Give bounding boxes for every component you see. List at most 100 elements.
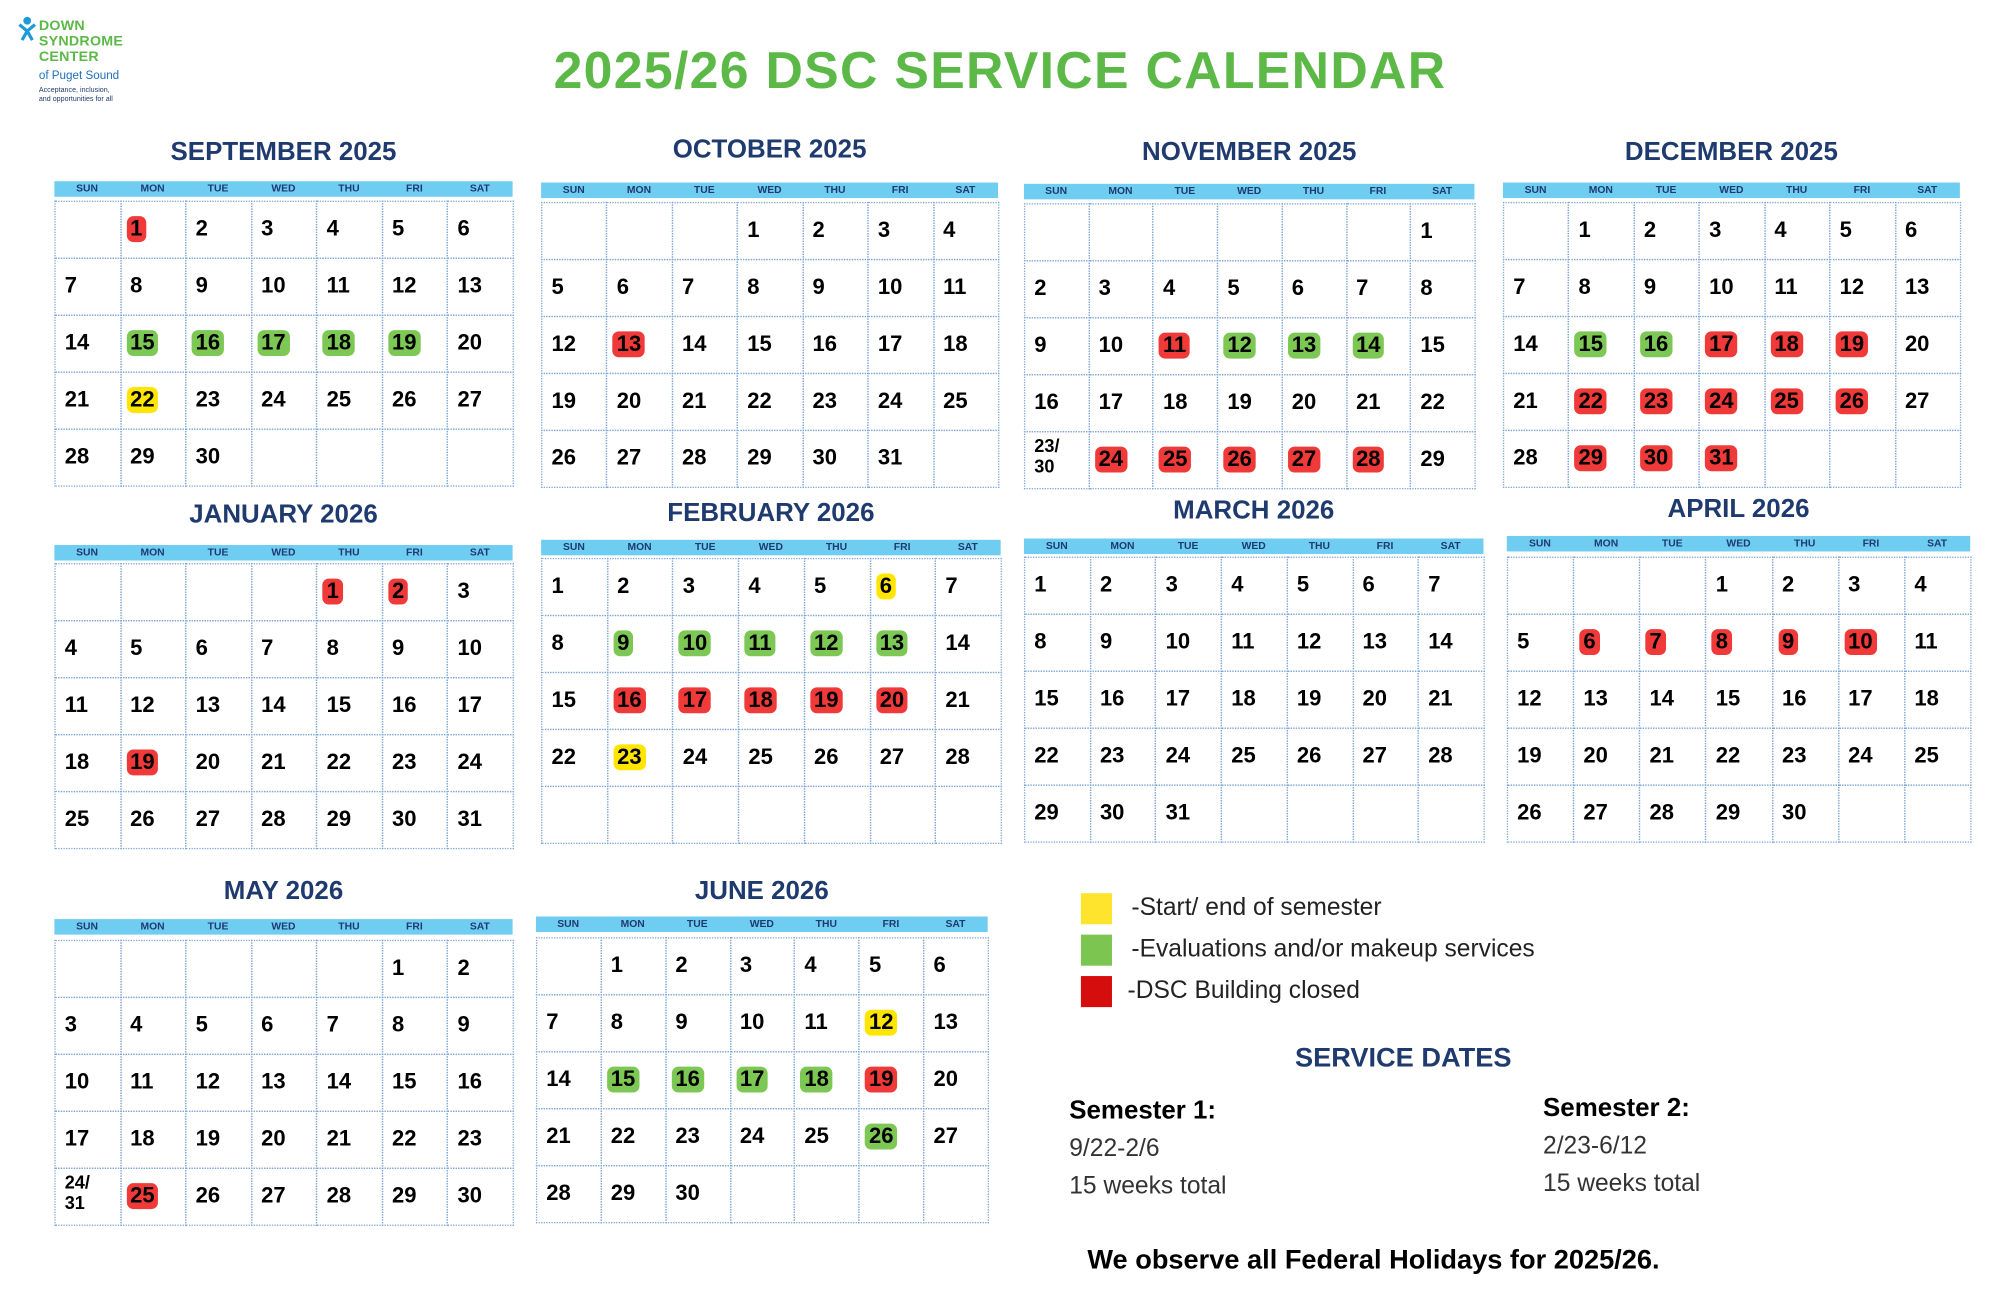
day-number: 22	[610, 1123, 636, 1149]
day-cell: 1	[1705, 556, 1773, 615]
day-cell: 13	[923, 994, 989, 1053]
day-number: 6	[195, 635, 208, 661]
day-cell: 7	[1502, 258, 1570, 318]
weekday-label: SAT	[1432, 185, 1453, 197]
day-number: 1	[610, 952, 624, 978]
day-cell: 29	[1023, 784, 1091, 843]
day-cell: 29	[316, 790, 383, 850]
day-number: 27	[1287, 446, 1321, 473]
day-cell: 5	[858, 937, 925, 996]
day-number: 12	[810, 630, 843, 657]
day-cell: 25	[932, 372, 1000, 432]
weekday-label: THU	[1308, 539, 1330, 552]
day-cell: 16	[1771, 670, 1840, 729]
day-cell: 1	[600, 937, 667, 996]
day-number: 5	[1517, 629, 1530, 654]
day-number: 1	[747, 217, 760, 243]
day-cell: 20	[1352, 670, 1420, 729]
weekday-label: WED	[1237, 185, 1262, 197]
day-number: 8	[1420, 275, 1433, 301]
day-number: 27	[933, 1123, 959, 1149]
day-cell: 5	[1506, 613, 1575, 672]
day-number: 10	[1098, 332, 1124, 358]
day-number: 14	[1352, 332, 1385, 359]
day-number: 5	[551, 274, 564, 300]
day-cell: 28	[1639, 784, 1707, 843]
day-cell: 21	[250, 733, 318, 793]
day-cell: 9	[447, 996, 514, 1056]
day-number: 13	[457, 273, 482, 298]
day-cell	[672, 785, 740, 845]
day-cell: 5	[185, 996, 253, 1056]
day-cell: 26	[1829, 372, 1896, 432]
weekday-label: SUN	[1045, 539, 1068, 552]
day-number: 29	[130, 444, 155, 469]
day-number: 20	[1362, 686, 1388, 711]
day-number: 13	[195, 692, 221, 718]
day-number: 26	[1223, 446, 1256, 473]
weekday-label: FRI	[891, 183, 909, 196]
day-cell: 4	[1220, 556, 1288, 615]
day-number: 6	[616, 274, 629, 300]
day-cell: 11	[932, 258, 1000, 318]
day-cell: 4	[738, 557, 805, 617]
day-cell: 28	[535, 1165, 602, 1224]
day-cell: 27	[606, 429, 673, 489]
day-number: 9	[195, 273, 208, 298]
day-cell: 13	[185, 677, 253, 736]
day-number: 10	[1844, 629, 1877, 656]
day-cell: 8	[381, 996, 449, 1056]
day-number: 1	[1715, 572, 1729, 597]
day-cell: 25	[119, 1167, 187, 1226]
day-cell: 17	[867, 315, 935, 375]
day-cell: 10	[672, 614, 740, 674]
day-cell: 25	[54, 790, 122, 850]
day-cell	[1639, 556, 1707, 615]
day-number: 20	[457, 330, 482, 355]
day-cell: 27	[1572, 784, 1641, 843]
day-cell: 30	[1089, 784, 1157, 843]
day-number: 18	[744, 687, 777, 714]
day-cell	[1352, 784, 1420, 843]
day-cell: 21	[54, 371, 122, 430]
day-number: 11	[1774, 274, 1798, 300]
weekday-label: SAT	[469, 182, 490, 195]
day-number: 24	[1705, 388, 1738, 415]
day-cell: 18	[794, 1051, 860, 1110]
day-number: 27	[457, 387, 482, 412]
day-cell	[1217, 203, 1283, 262]
day-number: 26	[195, 1183, 221, 1208]
day-number: 21	[1513, 388, 1538, 413]
day-cell: 24	[867, 372, 935, 432]
day-number: 18	[1231, 686, 1256, 711]
month-title: SEPTEMBER 2025	[170, 137, 397, 167]
day-number: 14	[326, 1069, 352, 1094]
day-number: 31	[877, 445, 903, 470]
day-cell: 27	[869, 728, 937, 788]
day-number: 23	[392, 749, 417, 775]
day-number: 4	[1914, 572, 1927, 597]
weekday-label: FRI	[406, 182, 423, 195]
day-number: 8	[610, 1009, 624, 1035]
day-number: 12	[130, 692, 155, 718]
day-cell: 22	[736, 372, 804, 432]
day-number: 2	[617, 573, 630, 599]
day-cell: 15	[600, 1051, 667, 1110]
day-cell: 2	[185, 200, 253, 259]
day-number: 26	[1296, 743, 1322, 768]
day-cell: 11	[316, 257, 383, 316]
day-cell: 7	[54, 257, 122, 316]
day-number: 15	[551, 687, 576, 712]
day-cell: 28	[1417, 727, 1485, 786]
weekday-label: THU	[825, 541, 848, 553]
day-number: 13	[612, 331, 646, 358]
legend-swatch	[1080, 893, 1112, 925]
day-number: 11	[744, 630, 776, 657]
weekday-label: SUN	[1524, 183, 1547, 196]
day-cell: 6	[185, 620, 253, 679]
day-number: 15	[326, 692, 352, 718]
day-number: 18	[943, 331, 968, 356]
day-cell: 10	[54, 1053, 122, 1112]
weekday-label: THU	[338, 546, 360, 558]
day-cell: 23	[606, 728, 674, 788]
